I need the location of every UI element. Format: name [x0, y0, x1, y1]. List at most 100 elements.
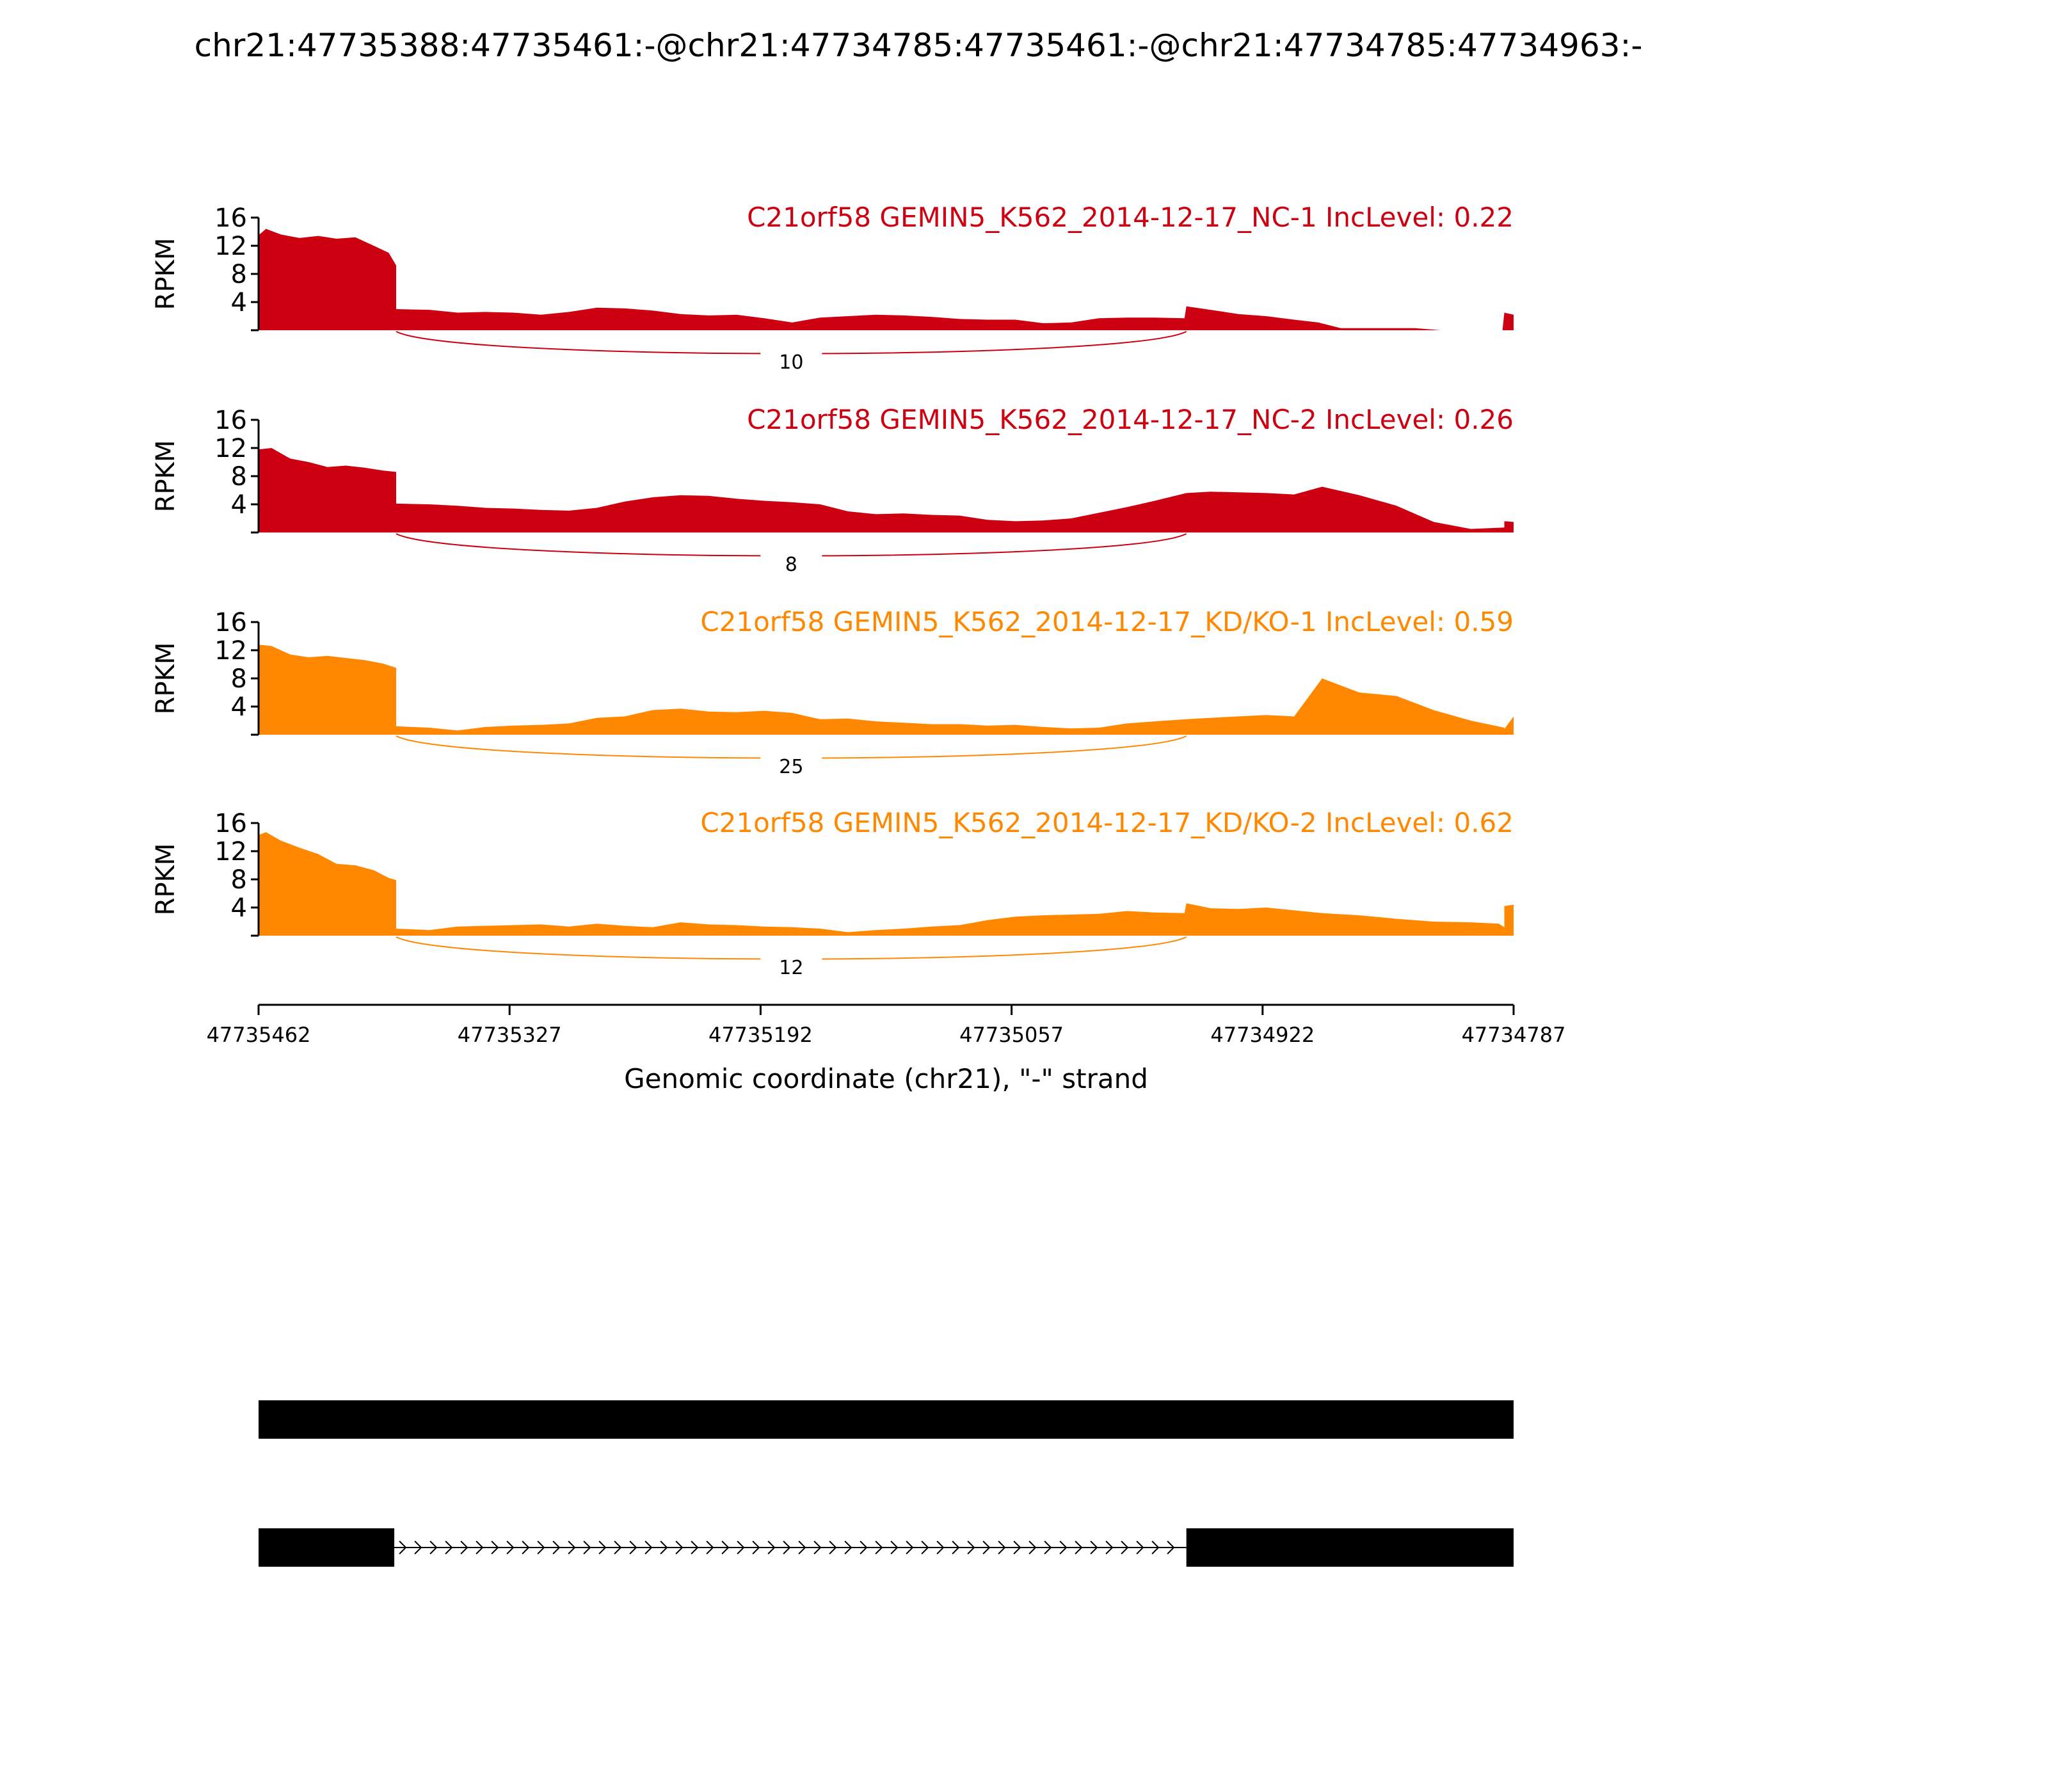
intron-arrow	[829, 1540, 837, 1555]
x-tick-label: 47735462	[207, 1023, 311, 1047]
junction-count-bg	[760, 951, 822, 979]
junction-count-bg	[760, 548, 822, 576]
y-tick-label: 12	[214, 837, 247, 867]
y-tick-label: 4	[231, 692, 247, 722]
intron-arrow	[476, 1540, 484, 1555]
intron-arrow	[890, 1540, 899, 1555]
gene-model	[259, 1400, 1514, 1439]
intron-arrow	[860, 1540, 868, 1555]
y-axis-label: RPKM	[151, 643, 180, 715]
y-tick-label: 12	[214, 434, 247, 463]
y-tick-label: 8	[231, 664, 247, 694]
intron-arrow	[568, 1540, 576, 1555]
intron-arrow	[598, 1540, 607, 1555]
x-tick-label: 47735057	[959, 1023, 1064, 1047]
intron-arrow	[691, 1540, 699, 1555]
y-tick-label: 8	[231, 865, 247, 895]
intron-arrow	[1151, 1540, 1160, 1555]
x-axis: 47735462 47735327 47735192 47735057 47734922…	[207, 1004, 1566, 1094]
intron-arrow	[982, 1540, 991, 1555]
intron-arrow	[967, 1540, 975, 1555]
coverage-area	[259, 832, 1514, 936]
y-tick-label: 8	[231, 462, 247, 492]
x-axis-label: Genomic coordinate (chr21), "-" strand	[624, 1063, 1148, 1094]
intron-arrow	[1121, 1540, 1129, 1555]
x-tick-label: 47734787	[1462, 1023, 1566, 1047]
intron-arrow	[998, 1540, 1006, 1555]
figure-title: chr21:47735388:47735461:-@chr21:47734785…	[194, 27, 1643, 64]
junction-count-bg	[760, 750, 822, 778]
coverage-area	[259, 448, 1514, 532]
intron-arrow	[752, 1540, 760, 1555]
y-tick-label: 8	[231, 260, 247, 289]
series-label: C21orf58 GEMIN5_K562_2014-12-17_KD/KO-1 …	[700, 606, 1514, 637]
intron-arrow	[1028, 1540, 1037, 1555]
exon-block	[259, 1528, 395, 1567]
junction-count: 10	[779, 351, 803, 374]
junction-count-bg	[760, 346, 822, 374]
gene-model	[259, 1528, 1514, 1567]
intron-arrow	[552, 1540, 561, 1555]
x-tick-label: 47735327	[458, 1023, 562, 1047]
coverage-area	[259, 228, 1514, 330]
intron-arrow	[460, 1540, 468, 1555]
intron-arrow	[783, 1540, 791, 1555]
intron-arrow	[506, 1540, 515, 1555]
intron-arrow	[813, 1540, 822, 1555]
y-tick-label: 16	[214, 608, 247, 637]
intron-arrow	[660, 1540, 668, 1555]
y-axis-label: RPKM	[151, 844, 180, 916]
y-tick-label: 4	[231, 288, 247, 317]
intron-arrow	[429, 1540, 438, 1555]
intron-arrow	[583, 1540, 591, 1555]
exon-block	[1186, 1528, 1514, 1567]
intron-arrow	[721, 1540, 730, 1555]
intron-arrow	[522, 1540, 530, 1555]
intron-arrow	[936, 1540, 945, 1555]
series-label: C21orf58 GEMIN5_K562_2014-12-17_NC-2 Inc…	[747, 404, 1514, 435]
junction-count: 8	[785, 554, 797, 576]
y-tick-label: 12	[214, 636, 247, 666]
intron-arrow	[629, 1540, 637, 1555]
y-axis-label: RPKM	[151, 440, 180, 513]
y-tick-label: 16	[214, 809, 247, 838]
intron-arrow	[1013, 1540, 1021, 1555]
intron-arrow	[675, 1540, 684, 1555]
intron-arrow	[1075, 1540, 1083, 1555]
exon-block	[259, 1400, 1514, 1439]
intron-arrow	[706, 1540, 714, 1555]
intron-arrow	[844, 1540, 852, 1555]
y-tick-label: 4	[231, 490, 247, 520]
intron-arrow	[952, 1540, 960, 1555]
intron-arrow	[399, 1540, 407, 1555]
intron-arrow	[1059, 1540, 1068, 1555]
intron-arrow	[906, 1540, 914, 1555]
intron-arrow	[737, 1540, 745, 1555]
intron-arrow	[767, 1540, 776, 1555]
intron-arrow	[1136, 1540, 1144, 1555]
intron-arrow	[614, 1540, 622, 1555]
intron-arrow	[537, 1540, 545, 1555]
intron-arrow	[1044, 1540, 1052, 1555]
y-tick-label: 12	[214, 232, 247, 261]
y-tick-label: 16	[214, 204, 247, 233]
intron-arrow	[798, 1540, 806, 1555]
intron-arrow	[875, 1540, 883, 1555]
y-tick-label: 16	[214, 406, 247, 435]
coverage-area	[259, 644, 1514, 735]
y-tick-label: 4	[231, 893, 247, 923]
intron-arrow	[491, 1540, 499, 1555]
intron-arrow	[1105, 1540, 1114, 1555]
y-axis-label: RPKM	[151, 238, 180, 310]
junction-count: 25	[779, 756, 803, 778]
intron-arrow	[1090, 1540, 1098, 1555]
intron-arrow	[644, 1540, 653, 1555]
x-tick-label: 47734922	[1210, 1023, 1315, 1047]
intron-arrow	[445, 1540, 453, 1555]
junction-count: 12	[779, 957, 803, 979]
series-label: C21orf58 GEMIN5_K562_2014-12-17_KD/KO-2 …	[700, 807, 1514, 838]
